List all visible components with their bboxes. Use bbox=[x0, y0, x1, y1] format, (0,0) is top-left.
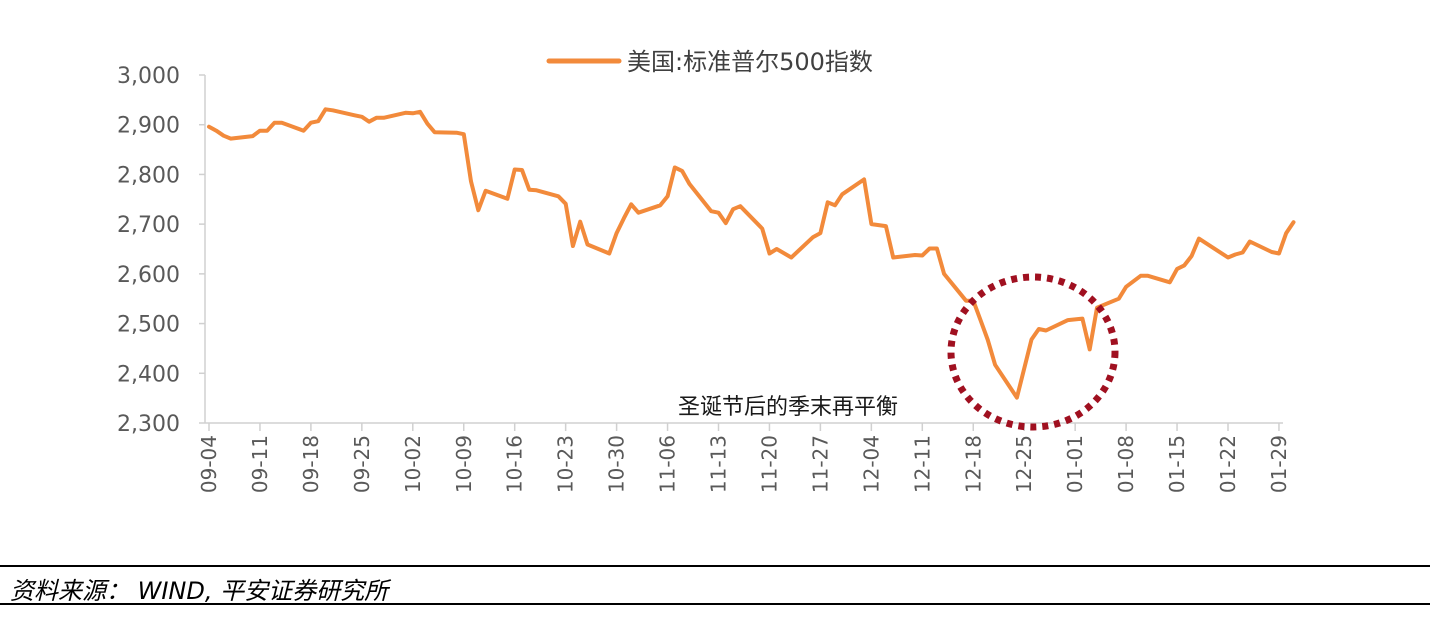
y-tick-label: 2,400 bbox=[117, 362, 180, 387]
x-tick-label: 09-04 bbox=[197, 435, 221, 493]
x-tick-label: 12-11 bbox=[910, 435, 934, 493]
x-tick-label: 11-20 bbox=[757, 435, 781, 493]
x-tick-label: 09-11 bbox=[248, 435, 272, 493]
y-tick-label: 3,000 bbox=[117, 64, 180, 89]
annotation-label: 圣诞节后的季末再平衡 bbox=[678, 395, 898, 420]
x-tick-label: 12-25 bbox=[1012, 435, 1036, 493]
y-tick-label: 2,600 bbox=[117, 263, 180, 288]
x-tick-label: 01-22 bbox=[1216, 435, 1240, 493]
x-ticks: 09-04 09-11 09-18 09-25 10-02 10-09 10-16 10-23… bbox=[197, 423, 1291, 493]
y-tick-label: 2,300 bbox=[117, 412, 180, 437]
y-tick-label: 2,700 bbox=[117, 213, 180, 238]
x-tick-label: 01-29 bbox=[1267, 435, 1291, 493]
x-tick-label: 12-18 bbox=[961, 435, 985, 493]
x-tick-label: 10-02 bbox=[401, 435, 425, 493]
x-tick-label: 01-08 bbox=[1114, 435, 1138, 493]
source-text: 资料来源： WIND, 平安证券研究所 bbox=[10, 577, 389, 605]
line-chart: 2,300 2,400 2,500 2,600 2,700 2,800 2,900 3,000… bbox=[117, 48, 1296, 493]
annotation-dotted-circle bbox=[947, 273, 1119, 431]
y-tick-label: 2,900 bbox=[117, 114, 180, 139]
y-ticks: 2,300 2,400 2,500 2,600 2,700 2,800 2,900 3,000 bbox=[117, 64, 205, 437]
y-tick-label: 2,800 bbox=[117, 163, 180, 188]
legend: 美国:标准普尔500指数 bbox=[546, 48, 873, 76]
x-tick-label: 11-06 bbox=[656, 435, 680, 493]
legend-label: 美国:标准普尔500指数 bbox=[627, 48, 873, 76]
x-tick-label: 09-18 bbox=[299, 435, 323, 493]
series-group bbox=[207, 107, 1296, 400]
x-tick-label: 01-15 bbox=[1165, 435, 1189, 493]
axes bbox=[204, 75, 1283, 424]
x-tick-label: 11-27 bbox=[808, 435, 832, 493]
x-tick-label: 10-16 bbox=[503, 435, 527, 493]
x-tick-label: 01-01 bbox=[1063, 435, 1087, 493]
x-tick-label: 11-13 bbox=[707, 435, 731, 493]
x-tick-label: 10-09 bbox=[452, 435, 476, 493]
source-bar: 资料来源： WIND, 平安证券研究所 bbox=[0, 565, 1430, 605]
y-tick-label: 2,500 bbox=[117, 313, 180, 338]
x-tick-label: 12-04 bbox=[859, 435, 883, 493]
x-tick-label: 10-23 bbox=[554, 435, 578, 493]
annotation: 圣诞节后的季末再平衡 bbox=[678, 273, 1119, 431]
x-tick-label: 09-25 bbox=[350, 435, 374, 493]
series-line bbox=[207, 107, 1296, 400]
x-tick-label: 10-30 bbox=[605, 435, 629, 493]
